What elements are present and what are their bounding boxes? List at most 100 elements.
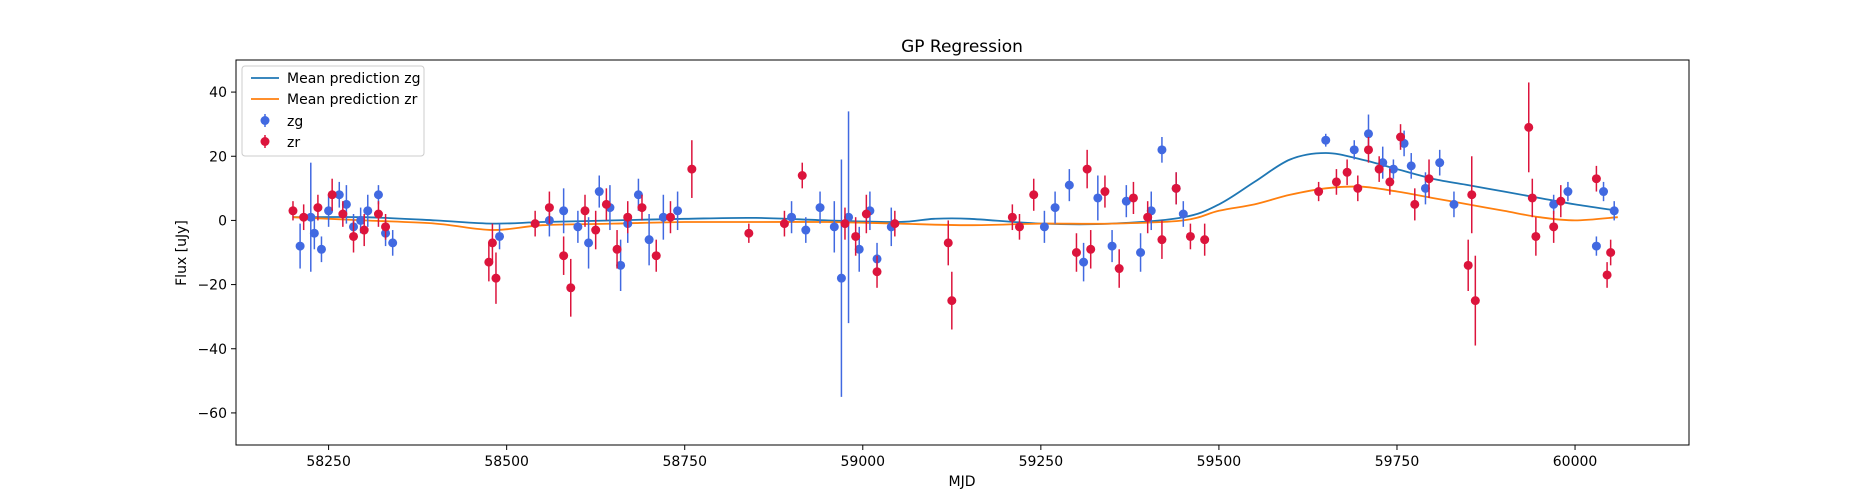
zr-point [288, 206, 298, 216]
zg-point [1599, 187, 1609, 197]
y-tick-label-4: 20 [209, 149, 227, 165]
zg-point [1549, 199, 1559, 209]
zg-point [1406, 161, 1416, 171]
y-tick-label-1: −40 [197, 342, 227, 358]
zg-point [324, 206, 334, 216]
mean-line-zg [292, 152, 1618, 226]
y-tick-label-5: 40 [209, 85, 227, 101]
zg-point [673, 206, 683, 216]
zg-point [559, 206, 569, 216]
series-layer [288, 82, 1619, 397]
zr-point [947, 296, 957, 306]
zg-point [1349, 145, 1359, 155]
zr-point [665, 212, 675, 222]
zg-point [1609, 206, 1619, 216]
zr-point [1071, 248, 1081, 257]
zr-point [1143, 212, 1153, 222]
zr-point [381, 222, 391, 232]
zr-point [890, 219, 900, 229]
zr-point [623, 212, 633, 222]
x-tick-label-7: 60000 [1553, 454, 1598, 470]
x-tick-label-4: 59250 [1019, 454, 1064, 470]
zr-point [861, 209, 871, 219]
zg-point [309, 228, 319, 238]
zr-point [1007, 212, 1017, 222]
zr-point [299, 212, 309, 222]
zr-point [1470, 296, 1480, 306]
zr-point [1353, 183, 1363, 193]
plot-frame [235, 59, 1690, 446]
zg-point [1420, 183, 1430, 193]
zr-point [1424, 174, 1434, 184]
zr-point [327, 190, 337, 200]
zr-point [1410, 199, 1420, 209]
zr-point [1331, 177, 1341, 187]
zr-point [1342, 167, 1352, 177]
zr-point [487, 238, 497, 248]
zr-point [1385, 177, 1395, 187]
x-tick-label-5: 59500 [1197, 454, 1242, 470]
zg-point [363, 206, 373, 216]
zr-point [1463, 260, 1473, 270]
zg-point [1449, 199, 1459, 209]
legend-label-zr: zr [287, 135, 300, 151]
zg-point [1136, 248, 1146, 257]
zr-point [851, 231, 861, 241]
zr-point [1086, 244, 1096, 254]
zr-point [559, 251, 569, 261]
legend-label-mean-zr: Mean prediction zr [287, 92, 418, 108]
zg-point [1591, 241, 1601, 251]
zr-point [612, 244, 622, 254]
zg-point [1157, 145, 1167, 155]
zg-point [1079, 257, 1089, 267]
series-zr [288, 82, 1616, 346]
legend-label-zg: zg [287, 114, 303, 130]
y-axis: −60 −40 −20 0 20 40 [197, 85, 236, 422]
zr-point [744, 228, 754, 238]
zr-point [530, 219, 540, 229]
zg-point [829, 222, 839, 232]
zg-point [594, 187, 604, 197]
y-axis-label: Flux [uJy] [174, 220, 190, 286]
zr-point [1374, 164, 1384, 174]
zg-point [1563, 187, 1573, 197]
chart-title: GP Regression [901, 37, 1023, 57]
zg-point [334, 190, 344, 200]
zr-point [1029, 190, 1039, 200]
zg-point [1093, 193, 1103, 203]
zg-point [1363, 129, 1373, 139]
zr-point [1556, 196, 1566, 206]
zr-point [1114, 264, 1124, 274]
zr-point [373, 209, 383, 219]
zr-point [349, 231, 359, 241]
legend: Mean prediction zg Mean prediction zr zg… [241, 65, 425, 157]
zr-point [313, 203, 323, 213]
zr-point [637, 203, 647, 213]
zg-point [1050, 203, 1060, 213]
zr-point [1014, 222, 1024, 232]
x-axis-label: MJD [949, 474, 976, 490]
zg-point [836, 273, 846, 283]
zg-point [306, 212, 316, 222]
zr-point [651, 251, 661, 261]
zg-point [787, 212, 797, 222]
zg-point [316, 244, 326, 254]
zr-point [779, 219, 789, 229]
zg-point [1107, 241, 1117, 251]
x-tick-label-2: 58750 [662, 454, 707, 470]
zr-point [1185, 231, 1195, 241]
y-tick-label-0: −60 [197, 406, 227, 422]
legend-box [241, 65, 425, 157]
zr-point [797, 171, 807, 180]
series-zg [295, 111, 1619, 397]
zr-point [491, 273, 501, 283]
zg-point [1388, 164, 1398, 174]
zg-point [658, 212, 668, 222]
zg-point [616, 260, 626, 270]
zg-point [633, 190, 643, 200]
zr-point [591, 225, 601, 235]
zg-point [356, 215, 366, 225]
zg-point [644, 235, 654, 245]
zr-point [1602, 270, 1612, 280]
